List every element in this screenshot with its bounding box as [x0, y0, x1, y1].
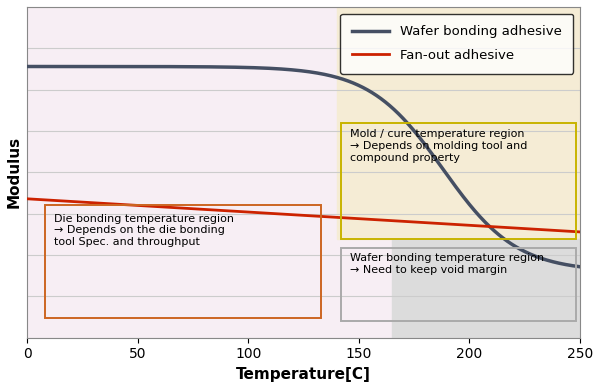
- Wafer bonding adhesive: [455, 188, 462, 193]
- Fan-out adhesive: [247, 210, 254, 215]
- Fan-out adhesive: [403, 219, 410, 224]
- Wafer bonding adhesive: [577, 265, 584, 269]
- Fan-out adhesive: [464, 223, 472, 228]
- Line: Fan-out adhesive: Fan-out adhesive: [28, 199, 580, 232]
- Fan-out adhesive: [80, 200, 88, 205]
- Fan-out adhesive: [267, 211, 274, 216]
- Line: Wafer bonding adhesive: Wafer bonding adhesive: [28, 67, 580, 267]
- Fan-out adhesive: [577, 230, 584, 234]
- Wafer bonding adhesive: [267, 66, 274, 71]
- Bar: [341, 123, 575, 238]
- Y-axis label: Modulus: Modulus: [7, 136, 22, 209]
- Wafer bonding adhesive: [464, 201, 472, 205]
- X-axis label: Temperature[C]: Temperature[C]: [236, 367, 371, 382]
- Text: Mold / cure temperature region
→ Depends on molding tool and
compound property: Mold / cure temperature region → Depends…: [350, 130, 527, 163]
- Bar: [337, 7, 580, 238]
- Bar: [392, 238, 580, 338]
- Fan-out adhesive: [24, 196, 31, 201]
- Wafer bonding adhesive: [80, 64, 88, 69]
- Bar: [45, 205, 322, 318]
- Wafer bonding adhesive: [24, 64, 31, 69]
- Wafer bonding adhesive: [403, 120, 410, 125]
- Wafer bonding adhesive: [247, 65, 254, 70]
- Bar: [341, 249, 575, 321]
- Text: Die bonding temperature region
→ Depends on the die bonding
tool Spec. and throu: Die bonding temperature region → Depends…: [54, 214, 234, 247]
- Fan-out adhesive: [455, 222, 462, 227]
- Legend: Wafer bonding adhesive, Fan-out adhesive: Wafer bonding adhesive, Fan-out adhesive: [340, 14, 574, 74]
- Text: Wafer bonding temperature region
→ Need to keep void margin: Wafer bonding temperature region → Need …: [350, 253, 544, 275]
